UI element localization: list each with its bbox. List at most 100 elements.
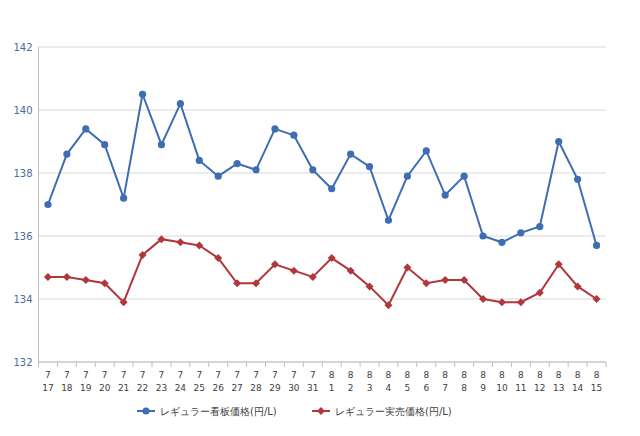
circle-marker bbox=[423, 147, 430, 154]
x-tick-label-line: 8 bbox=[575, 370, 581, 380]
circle-marker bbox=[385, 217, 392, 224]
x-tick-label: 89 bbox=[480, 370, 486, 393]
diamond-marker bbox=[195, 241, 203, 249]
x-tick-label-line: 8 bbox=[556, 370, 562, 380]
diamond-marker bbox=[384, 301, 392, 309]
x-tick-label-line: 28 bbox=[250, 383, 262, 393]
x-tick-label-line: 7 bbox=[234, 370, 240, 380]
x-tick-label-line: 6 bbox=[423, 383, 429, 393]
diamond-marker bbox=[176, 238, 184, 246]
x-tick-label: 717 bbox=[42, 370, 53, 393]
x-tick-label-line: 14 bbox=[572, 383, 584, 393]
x-tick-label: 726 bbox=[212, 370, 224, 393]
x-tick-label: 81 bbox=[329, 370, 335, 393]
legend-label: レギュラー看板価格(円/L) bbox=[160, 406, 277, 417]
x-tick-label-line: 7 bbox=[140, 370, 146, 380]
x-tick-label: 718 bbox=[61, 370, 73, 393]
circle-marker bbox=[252, 166, 259, 173]
x-tick bbox=[397, 362, 398, 367]
diamond-marker bbox=[422, 279, 430, 287]
x-tick bbox=[511, 362, 512, 367]
circle-marker bbox=[442, 191, 449, 198]
diamond-marker bbox=[63, 273, 71, 281]
x-tick bbox=[360, 362, 361, 367]
x-tick-label: 87 bbox=[442, 370, 448, 393]
x-tick-label: 82 bbox=[348, 370, 354, 393]
x-tick-label: 813 bbox=[553, 370, 564, 393]
x-tick-label-line: 8 bbox=[594, 370, 600, 380]
x-tick-label-line: 22 bbox=[137, 383, 148, 393]
diamond-marker bbox=[214, 254, 222, 262]
circle-marker bbox=[82, 125, 89, 132]
legend-marker bbox=[317, 407, 325, 415]
diamond-marker bbox=[82, 276, 90, 284]
x-tick-label-line: 8 bbox=[329, 370, 335, 380]
x-tick-label-line: 11 bbox=[515, 383, 526, 393]
x-tick-label-line: 3 bbox=[367, 383, 373, 393]
x-tick bbox=[416, 362, 417, 367]
x-tick-label-line: 7 bbox=[291, 370, 297, 380]
x-tick bbox=[76, 362, 77, 367]
x-tick bbox=[57, 362, 58, 367]
legend-label: レギュラー実売価格(円/L) bbox=[335, 406, 452, 417]
x-tick-label-line: 7 bbox=[442, 383, 448, 393]
x-tick bbox=[568, 362, 569, 367]
x-tick-label: 811 bbox=[515, 370, 526, 393]
circle-marker bbox=[120, 195, 127, 202]
chart: 1321341361381401427177187197207217227237… bbox=[0, 0, 640, 436]
x-tick bbox=[606, 362, 607, 367]
x-tick-label: 720 bbox=[99, 370, 111, 393]
x-tick-label: 721 bbox=[118, 370, 129, 393]
y-tick-label: 132 bbox=[13, 357, 32, 368]
circle-marker bbox=[404, 173, 411, 180]
diamond-marker bbox=[101, 279, 109, 287]
grid-line bbox=[39, 173, 607, 174]
series-line bbox=[48, 239, 597, 305]
circle-marker bbox=[461, 173, 468, 180]
x-tick-label-line: 8 bbox=[480, 370, 486, 380]
x-tick bbox=[114, 362, 115, 367]
x-tick-label-line: 2 bbox=[348, 383, 354, 393]
x-tick-label-line: 7 bbox=[196, 370, 202, 380]
diamond-marker bbox=[555, 260, 563, 268]
x-tick-label-line: 1 bbox=[329, 383, 335, 393]
diamond-marker bbox=[328, 254, 336, 262]
x-tick-label-line: 8 bbox=[367, 370, 373, 380]
grid-line bbox=[39, 110, 607, 111]
circle-marker bbox=[63, 151, 70, 158]
x-tick-label: 810 bbox=[496, 370, 508, 393]
circle-marker bbox=[234, 160, 241, 167]
x-tick-label-line: 25 bbox=[194, 383, 205, 393]
x-tick-label-line: 5 bbox=[405, 383, 411, 393]
diamond-marker bbox=[441, 276, 449, 284]
legend-marker bbox=[142, 407, 149, 414]
x-tick-label: 812 bbox=[534, 370, 545, 393]
x-tick bbox=[208, 362, 209, 367]
x-tick-label-line: 18 bbox=[61, 383, 73, 393]
x-tick-label-line: 7 bbox=[272, 370, 278, 380]
circle-marker bbox=[328, 185, 335, 192]
x-tick bbox=[530, 362, 531, 367]
x-tick-label-line: 8 bbox=[348, 370, 354, 380]
x-tick-label: 725 bbox=[194, 370, 205, 393]
circle-marker bbox=[196, 157, 203, 164]
x-tick-label-line: 7 bbox=[178, 370, 184, 380]
x-tick bbox=[227, 362, 228, 367]
circle-marker bbox=[366, 163, 373, 170]
x-tick-label: 727 bbox=[231, 370, 242, 393]
x-tick-label-line: 7 bbox=[159, 370, 165, 380]
x-tick-label-line: 24 bbox=[175, 383, 187, 393]
circle-marker bbox=[593, 242, 600, 249]
diamond-marker bbox=[517, 298, 525, 306]
x-tick-label-line: 7 bbox=[83, 370, 89, 380]
legend: レギュラー看板価格(円/L) レギュラー実売価格(円/L) bbox=[137, 406, 452, 417]
x-tick-label-line: 7 bbox=[45, 370, 51, 380]
x-tick-label-line: 8 bbox=[405, 370, 411, 380]
x-tick-label-line: 27 bbox=[231, 383, 242, 393]
grid-line bbox=[39, 47, 607, 48]
x-tick bbox=[133, 362, 134, 367]
x-tick-label: 814 bbox=[572, 370, 584, 393]
x-tick-label: 85 bbox=[405, 370, 411, 393]
diamond-marker bbox=[44, 273, 52, 281]
x-tick-label-line: 10 bbox=[496, 383, 508, 393]
